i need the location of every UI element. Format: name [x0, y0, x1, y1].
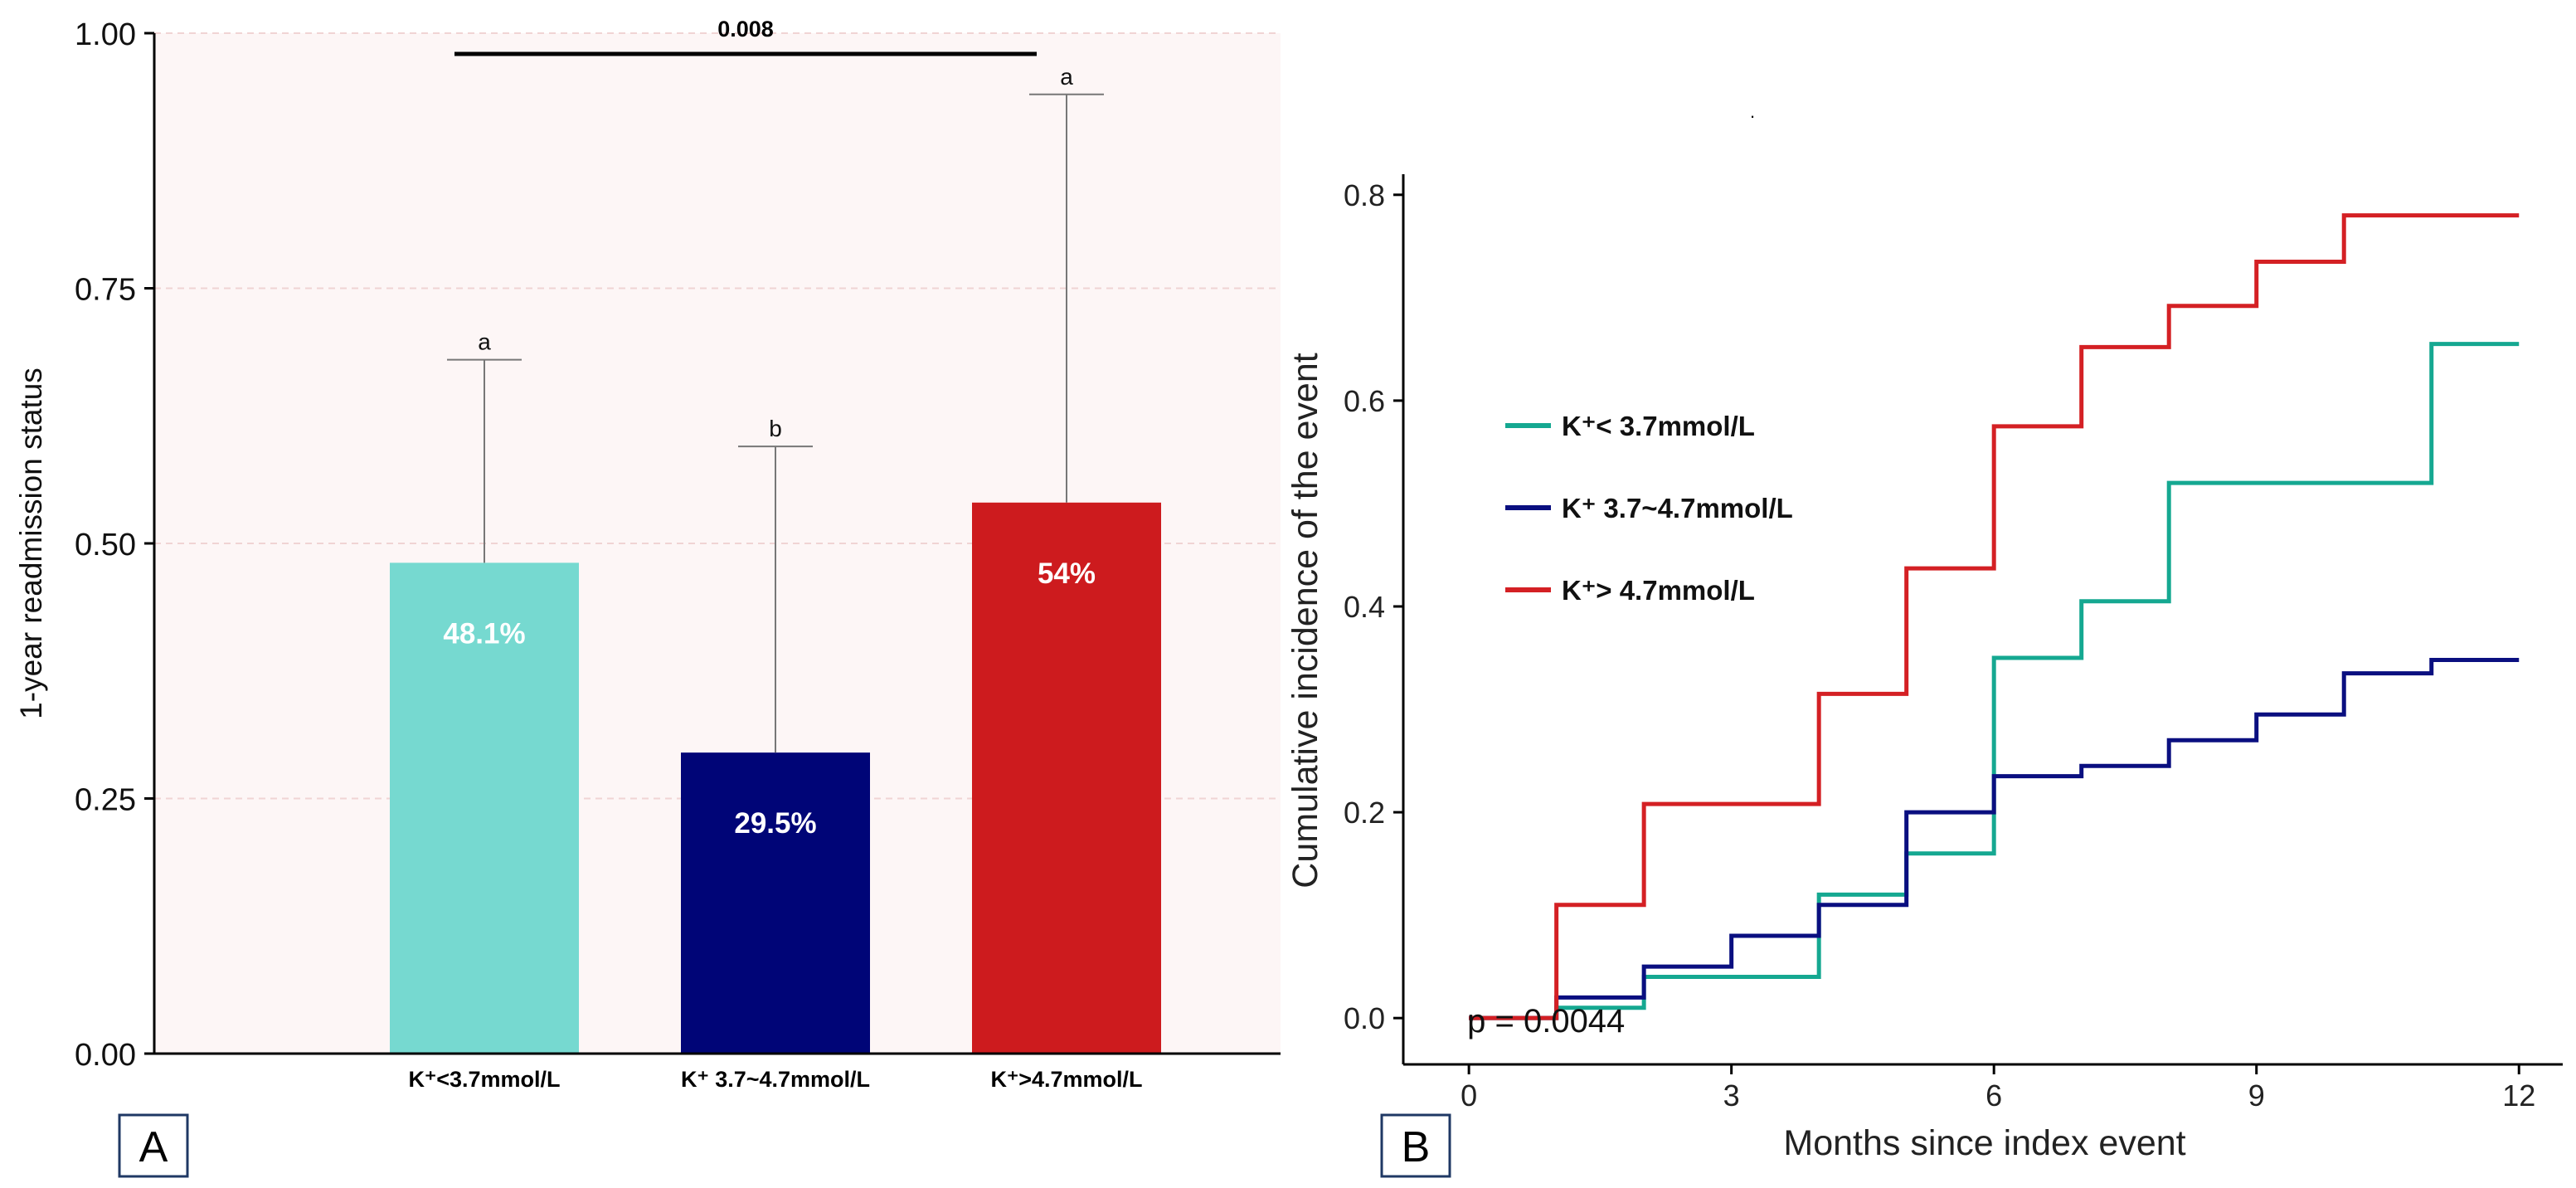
comparison-p-value: 0.008 [717, 17, 774, 41]
series-line [1469, 342, 2520, 1020]
x-tick-label: 6 [1985, 1078, 2002, 1113]
panel-a-x-ticks: K⁺<3.7mmol/L K⁺ 3.7~4.7mmol/L K⁺>4.7mmol/L [408, 1067, 1142, 1092]
bar-value-label: 29.5% [734, 807, 816, 840]
panel-a-comparison: 0.008 [454, 17, 1037, 56]
panel-b-y-axis-label: Cumulative incidence of the event [1286, 353, 1325, 888]
panel-a-y-ticks: 0.00 0.25 0.50 0.75 1.00 [75, 17, 154, 1073]
panel-a-significance-letters: a b a [478, 64, 1073, 441]
y-tick-label: 0.00 [75, 1038, 136, 1073]
panel-b-legend: K⁺< 3.7mmol/L K⁺ 3.7~4.7mmol/L K⁺> 4.7mmol… [1505, 411, 1793, 606]
x-category-label: K⁺<3.7mmol/L [408, 1067, 560, 1092]
y-tick-label: 0.6 [1344, 384, 1385, 418]
significance-letter: b [769, 416, 782, 441]
x-tick-label: 9 [2248, 1078, 2265, 1113]
bar [681, 752, 870, 1054]
panel-b-series-lines [1469, 213, 2520, 1020]
panel-b: . 0.00.20.40.60.8 0 3 6 9 12 K⁺< 3.7mmol/LK⁺… [1286, 101, 2563, 1178]
x-category-label: K⁺>4.7mmol/L [990, 1067, 1142, 1092]
significance-letter: a [478, 329, 491, 355]
significance-letter: a [1060, 64, 1073, 90]
bar [972, 502, 1161, 1054]
y-tick-label: 0.4 [1344, 590, 1385, 624]
y-tick-label: 0.0 [1344, 1001, 1385, 1035]
panel-b-p-value-annotation: p = 0.0044 [1467, 1003, 1625, 1040]
legend-label: K⁺< 3.7mmol/L [1562, 411, 1755, 441]
panel-a-y-axis-label: 1-year readmission status [14, 368, 48, 719]
panel-a: 48.1% 29.5% 54% a b a 0.008 0.00 0.25 0.50 0.75… [14, 17, 1281, 1178]
panel-a-bars [390, 502, 1161, 1054]
panel-a-label: A [118, 1113, 189, 1178]
panel-b-label-box [1380, 1113, 1451, 1178]
panel-a-label-box [118, 1113, 189, 1178]
panel-a-error-bars [447, 93, 1104, 753]
y-tick-label: 1.00 [75, 17, 136, 52]
legend-label: K⁺ 3.7~4.7mmol/L [1562, 493, 1793, 523]
bar-value-label: 48.1% [443, 617, 525, 650]
panel-b-letter: B [1402, 1123, 1431, 1171]
series-line [1469, 213, 2520, 1020]
panel-a-letter: A [139, 1123, 168, 1171]
series-line [1469, 657, 2520, 1020]
x-tick-label: 3 [1723, 1078, 1740, 1113]
x-category-label: K⁺ 3.7~4.7mmol/L [681, 1067, 870, 1092]
bar-value-label: 54% [1038, 557, 1096, 590]
panel-b-x-ticks: 0 3 6 9 12 [1461, 1064, 2535, 1113]
panel-b-label: B [1380, 1113, 1451, 1178]
y-tick-label: 0.75 [75, 273, 136, 308]
panel-b-axes [1402, 174, 2563, 1066]
x-tick-label: 12 [2502, 1078, 2535, 1113]
panel-a-value-labels: 48.1% 29.5% 54% [443, 557, 1096, 840]
legend-label: K⁺> 4.7mmol/L [1562, 575, 1755, 606]
y-tick-label: 0.2 [1344, 796, 1385, 830]
y-tick-label: 0.25 [75, 783, 136, 818]
y-tick-label: 0.50 [75, 528, 136, 562]
bar [390, 562, 579, 1054]
panel-b-x-axis-label: Months since index event [1783, 1123, 2185, 1163]
x-tick-label: 0 [1461, 1078, 1477, 1113]
y-tick-label: 0.8 [1344, 178, 1385, 212]
stray-dot: . [1750, 101, 1755, 122]
panel-b-y-ticks: 0.0 0.2 0.4 0.6 0.8 [1344, 178, 1403, 1035]
